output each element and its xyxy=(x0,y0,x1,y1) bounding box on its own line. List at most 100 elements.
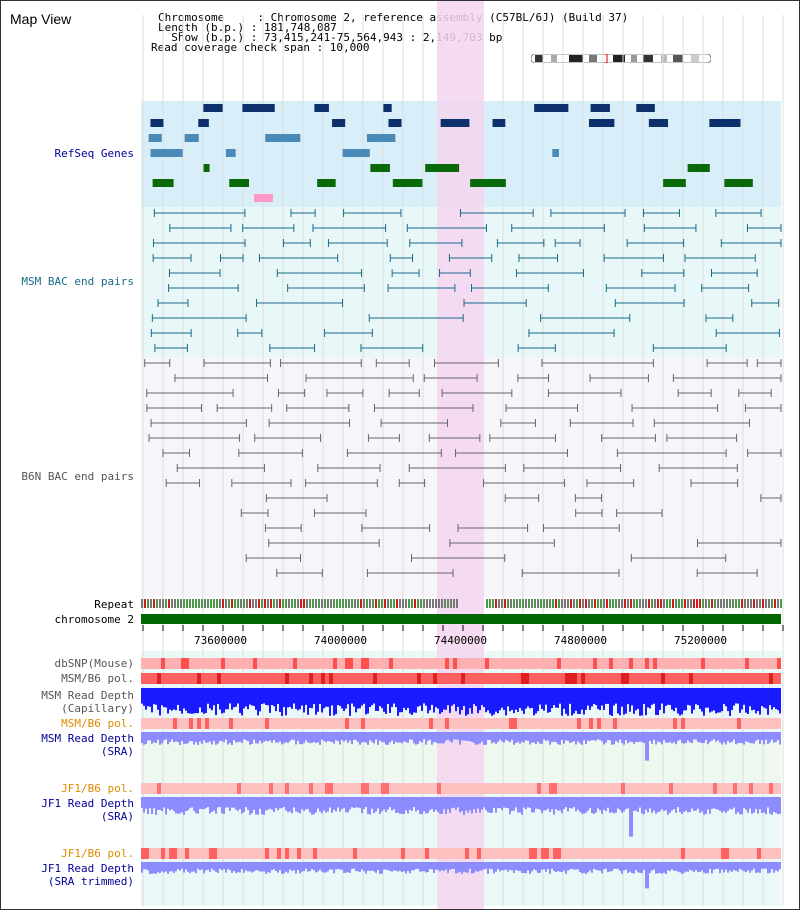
heat-cell xyxy=(373,718,377,729)
depth-bar xyxy=(463,688,465,706)
depth-bar xyxy=(775,797,777,813)
heat-cell xyxy=(525,658,529,669)
depth-bar xyxy=(573,688,575,714)
depth-bar xyxy=(733,688,735,706)
repeat-element xyxy=(558,599,560,608)
depth-bar xyxy=(693,797,695,811)
repeat-element xyxy=(618,599,620,608)
depth-bar xyxy=(777,732,779,741)
depth-bar xyxy=(363,797,365,809)
heat-cell xyxy=(441,848,445,859)
heat-cell xyxy=(153,658,157,669)
heat-cell xyxy=(641,783,645,794)
heat-cell xyxy=(325,718,329,729)
depth-bar xyxy=(307,688,309,715)
heat-cell xyxy=(225,673,229,684)
heat-cell xyxy=(389,848,393,859)
depth-bar xyxy=(185,797,187,812)
depth-bar xyxy=(181,688,183,714)
depth-bar xyxy=(367,688,369,714)
depth-bar xyxy=(289,732,291,742)
heat-cell xyxy=(521,848,525,859)
heat-cell xyxy=(509,783,513,794)
depth-bar xyxy=(425,732,427,745)
heat-cell xyxy=(553,673,557,684)
heat-cell xyxy=(485,783,489,794)
depth-bar xyxy=(337,732,339,742)
depth-bar xyxy=(223,688,225,713)
heat-cell xyxy=(313,658,317,669)
heat-cell xyxy=(621,848,625,859)
depth-bar xyxy=(655,862,657,874)
depth-bar xyxy=(201,732,203,744)
heat-cell xyxy=(725,673,729,684)
heat-cell xyxy=(313,848,317,859)
repeat-element xyxy=(315,599,317,608)
heat-cell xyxy=(529,783,533,794)
page-title: Map View xyxy=(10,11,72,27)
heat-cell xyxy=(625,718,629,729)
depth-bar xyxy=(299,862,301,874)
depth-bar xyxy=(507,688,509,707)
depth-bar xyxy=(697,732,699,743)
heat-cell xyxy=(749,673,753,684)
depth-bar xyxy=(549,688,551,713)
depth-bar xyxy=(517,688,519,712)
depth-bar xyxy=(695,797,697,811)
depth-bar xyxy=(495,732,497,744)
depth-bar xyxy=(777,862,779,872)
depth-bar xyxy=(751,797,753,814)
depth-bar xyxy=(357,797,359,808)
depth-bar xyxy=(625,688,627,714)
depth-bar xyxy=(671,797,673,811)
repeat-element xyxy=(264,599,266,608)
depth-bar xyxy=(291,862,293,871)
heat-cell xyxy=(629,658,633,669)
depth-bar xyxy=(705,862,707,874)
depth-bar xyxy=(361,797,363,814)
depth-bar xyxy=(491,862,493,870)
depth-bar xyxy=(173,732,175,743)
depth-bar xyxy=(433,862,435,874)
depth-bar xyxy=(561,688,563,716)
heat-cell xyxy=(745,673,749,684)
depth-bar xyxy=(579,732,581,744)
repeat-element xyxy=(735,599,737,608)
depth-bar xyxy=(373,688,375,704)
repeat-element xyxy=(228,599,230,608)
heat-cell xyxy=(461,783,465,794)
heat-cell xyxy=(633,848,637,859)
depth-bar xyxy=(265,862,267,874)
depth-bar xyxy=(195,797,197,814)
heat-cell xyxy=(705,658,709,669)
depth-bar xyxy=(431,797,433,810)
heat-cell xyxy=(497,673,501,684)
depth-bar xyxy=(273,862,275,870)
depth-bar xyxy=(423,797,425,812)
heat-cell xyxy=(277,673,281,684)
depth-bar xyxy=(531,688,533,708)
depth-bar xyxy=(663,732,665,741)
depth-bar xyxy=(699,732,701,743)
depth-bar xyxy=(167,797,169,809)
depth-bar xyxy=(633,688,635,714)
depth-bar xyxy=(671,688,673,710)
depth-bar xyxy=(287,732,289,743)
heat-cell xyxy=(229,658,233,669)
depth-bar xyxy=(675,688,677,708)
repeat-element xyxy=(609,599,611,608)
depth-bar xyxy=(185,862,187,870)
heat-cell xyxy=(413,848,417,859)
depth-bar xyxy=(591,732,593,740)
depth-bar xyxy=(223,797,225,815)
heat-cell xyxy=(197,718,201,729)
heat-cell xyxy=(501,848,505,859)
depth-bar xyxy=(583,797,585,814)
heat-cell xyxy=(513,848,517,859)
heat-cell xyxy=(533,718,537,729)
depth-bar xyxy=(233,688,235,708)
depth-bar xyxy=(585,862,587,874)
depth-bar xyxy=(545,862,547,872)
depth-bar xyxy=(551,688,553,709)
depth-bar xyxy=(179,688,181,711)
